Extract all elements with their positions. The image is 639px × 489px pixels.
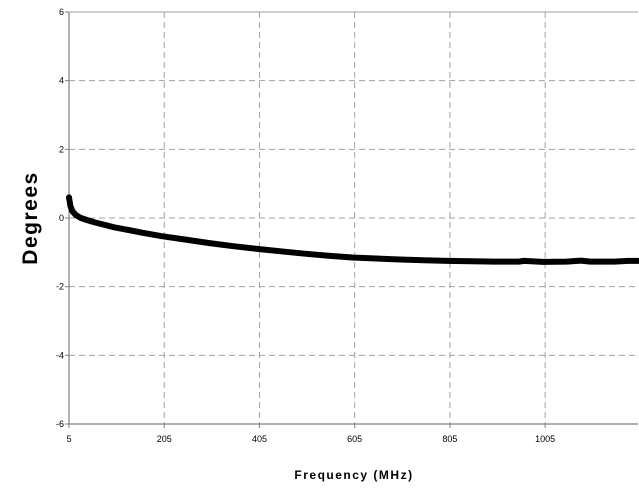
x-tick-label: 1005 bbox=[535, 434, 555, 444]
x-tick-label: 805 bbox=[442, 434, 457, 444]
x-tick-label: 405 bbox=[252, 434, 267, 444]
axes bbox=[65, 11, 638, 428]
y-tick-label: 6 bbox=[59, 7, 64, 17]
series bbox=[66, 194, 639, 265]
y-axis-title: Degrees bbox=[19, 171, 42, 264]
y-tick-label: 2 bbox=[59, 144, 64, 154]
x-axis-title: Frequency (MHz) bbox=[294, 468, 413, 482]
x-tick-labels: 5 205 405 605 805 1005 bbox=[66, 434, 555, 444]
x-tick-label: 205 bbox=[157, 434, 172, 444]
x-tick-label: 605 bbox=[347, 434, 362, 444]
y-tick-label: 4 bbox=[59, 76, 64, 86]
y-tick-label: -6 bbox=[56, 419, 64, 429]
grid-lines bbox=[69, 12, 638, 424]
y-tick-label: 0 bbox=[59, 213, 64, 223]
y-tick-label: -2 bbox=[56, 282, 64, 292]
y-tick-label: -4 bbox=[56, 350, 64, 360]
x-tick-label: 5 bbox=[66, 434, 71, 444]
y-tick-labels: -6 -4 -2 0 2 4 6 bbox=[56, 7, 64, 429]
series-line-1 bbox=[66, 194, 639, 265]
